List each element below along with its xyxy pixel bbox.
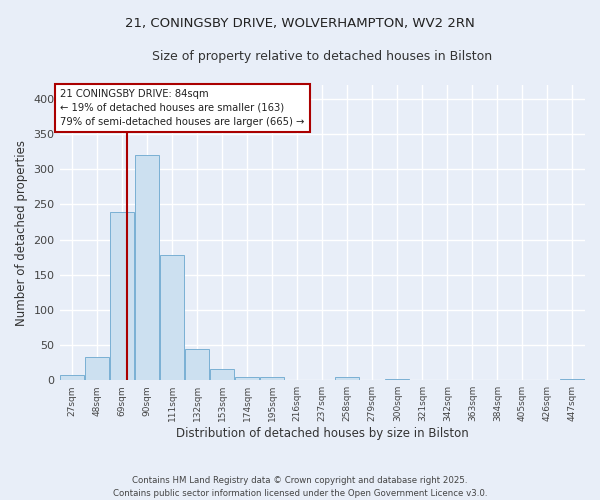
Bar — [85, 357, 109, 380]
Bar — [185, 348, 209, 380]
Bar — [59, 376, 84, 380]
Text: 21, CONINGSBY DRIVE, WOLVERHAMPTON, WV2 2RN: 21, CONINGSBY DRIVE, WOLVERHAMPTON, WV2 … — [125, 18, 475, 30]
Bar — [209, 369, 235, 380]
Bar — [235, 376, 259, 380]
Bar — [134, 156, 159, 380]
Bar — [260, 376, 284, 380]
Bar — [110, 212, 134, 380]
Text: Contains HM Land Registry data © Crown copyright and database right 2025.
Contai: Contains HM Land Registry data © Crown c… — [113, 476, 487, 498]
X-axis label: Distribution of detached houses by size in Bilston: Distribution of detached houses by size … — [176, 427, 469, 440]
Bar — [385, 379, 409, 380]
Bar — [335, 378, 359, 380]
Title: Size of property relative to detached houses in Bilston: Size of property relative to detached ho… — [152, 50, 493, 63]
Text: 21 CONINGSBY DRIVE: 84sqm
← 19% of detached houses are smaller (163)
79% of semi: 21 CONINGSBY DRIVE: 84sqm ← 19% of detac… — [60, 88, 305, 126]
Bar — [560, 379, 584, 380]
Bar — [160, 255, 184, 380]
Y-axis label: Number of detached properties: Number of detached properties — [15, 140, 28, 326]
